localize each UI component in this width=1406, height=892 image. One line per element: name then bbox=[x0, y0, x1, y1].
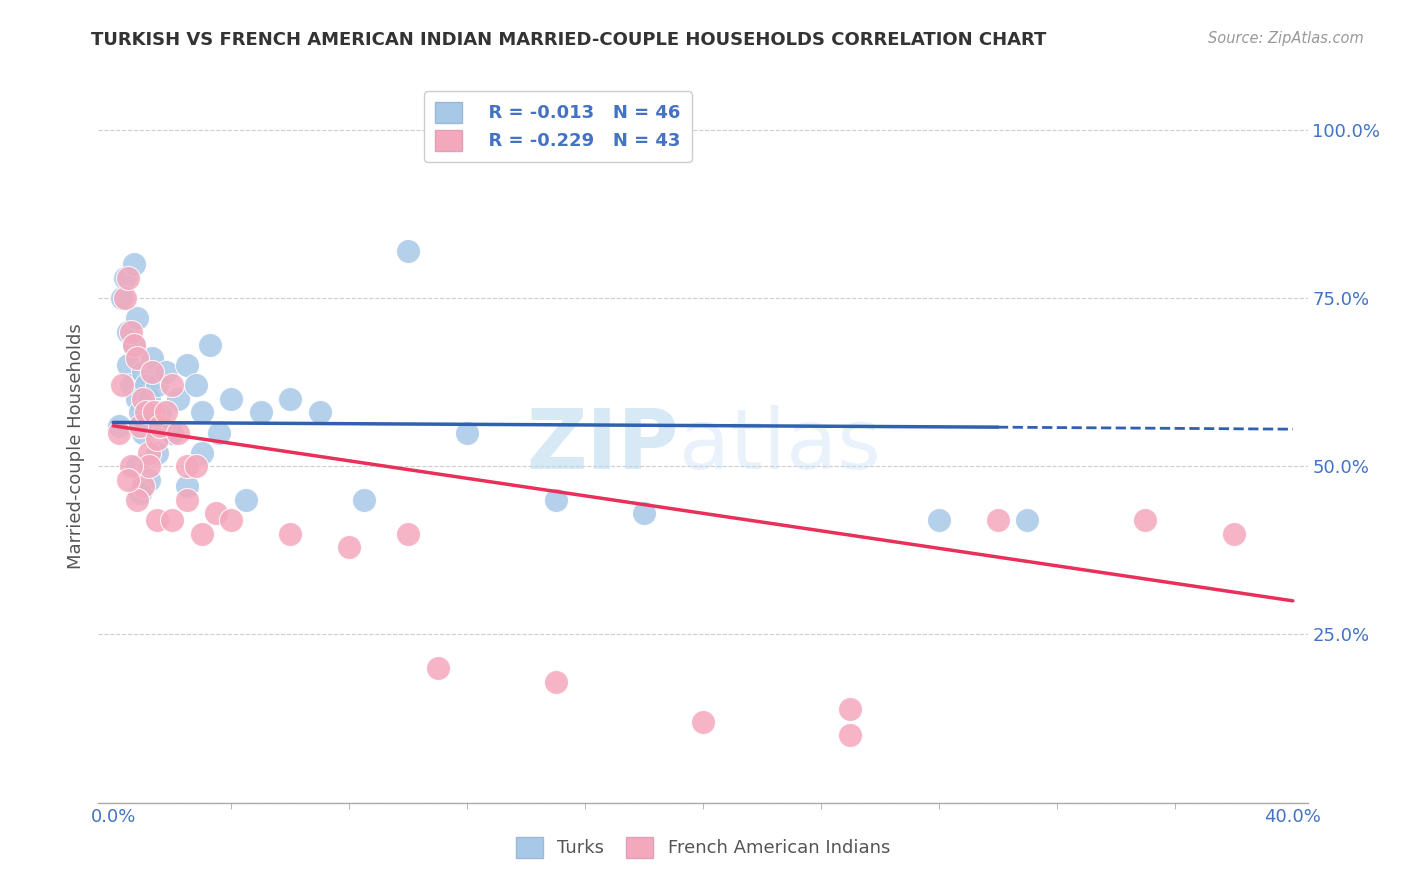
Point bbox=[111, 291, 134, 305]
Point bbox=[120, 325, 142, 339]
Point bbox=[219, 513, 242, 527]
Point bbox=[141, 351, 163, 366]
Point bbox=[456, 425, 478, 440]
Point bbox=[1017, 513, 1039, 527]
Point bbox=[143, 405, 166, 419]
Point bbox=[205, 506, 228, 520]
Point bbox=[176, 459, 198, 474]
Point bbox=[176, 479, 198, 493]
Point bbox=[146, 446, 169, 460]
Point bbox=[120, 378, 142, 392]
Point bbox=[160, 513, 183, 527]
Point bbox=[138, 392, 160, 406]
Point bbox=[208, 425, 231, 440]
Point bbox=[131, 425, 153, 440]
Point bbox=[1135, 513, 1157, 527]
Point bbox=[190, 446, 212, 460]
Point bbox=[184, 459, 207, 474]
Text: ZIP: ZIP bbox=[526, 406, 679, 486]
Point bbox=[125, 492, 148, 507]
Point bbox=[235, 492, 257, 507]
Point bbox=[149, 405, 172, 419]
Point bbox=[149, 418, 172, 433]
Point bbox=[146, 432, 169, 446]
Point bbox=[544, 674, 567, 689]
Point bbox=[155, 365, 177, 379]
Point bbox=[633, 506, 655, 520]
Point bbox=[111, 378, 134, 392]
Point bbox=[114, 291, 136, 305]
Point bbox=[135, 378, 157, 392]
Point bbox=[160, 425, 183, 440]
Point bbox=[146, 513, 169, 527]
Point bbox=[146, 378, 169, 392]
Point bbox=[987, 513, 1010, 527]
Text: TURKISH VS FRENCH AMERICAN INDIAN MARRIED-COUPLE HOUSEHOLDS CORRELATION CHART: TURKISH VS FRENCH AMERICAN INDIAN MARRIE… bbox=[91, 31, 1046, 49]
Point bbox=[249, 405, 271, 419]
Point bbox=[184, 378, 207, 392]
Y-axis label: Married-couple Households: Married-couple Households bbox=[66, 323, 84, 569]
Point bbox=[125, 392, 148, 406]
Point bbox=[176, 358, 198, 372]
Point bbox=[117, 473, 139, 487]
Point bbox=[117, 325, 139, 339]
Point bbox=[117, 270, 139, 285]
Point bbox=[219, 392, 242, 406]
Point bbox=[138, 446, 160, 460]
Point bbox=[138, 459, 160, 474]
Point bbox=[108, 418, 131, 433]
Point bbox=[190, 405, 212, 419]
Point bbox=[138, 473, 160, 487]
Point bbox=[353, 492, 375, 507]
Point bbox=[928, 513, 950, 527]
Point bbox=[278, 392, 301, 406]
Point bbox=[122, 257, 145, 271]
Point bbox=[1223, 526, 1246, 541]
Point bbox=[155, 405, 177, 419]
Point bbox=[167, 392, 190, 406]
Point bbox=[114, 270, 136, 285]
Point bbox=[131, 479, 153, 493]
Point bbox=[143, 418, 166, 433]
Point bbox=[128, 405, 150, 419]
Point bbox=[131, 365, 153, 379]
Point bbox=[131, 392, 153, 406]
Point bbox=[125, 459, 148, 474]
Point bbox=[128, 418, 150, 433]
Point bbox=[141, 365, 163, 379]
Point bbox=[122, 338, 145, 352]
Point bbox=[308, 405, 330, 419]
Point bbox=[200, 338, 222, 352]
Point bbox=[426, 661, 449, 675]
Point bbox=[120, 459, 142, 474]
Text: atlas: atlas bbox=[679, 406, 880, 486]
Point bbox=[108, 425, 131, 440]
Point bbox=[839, 729, 862, 743]
Point bbox=[160, 378, 183, 392]
Point bbox=[692, 714, 714, 729]
Point bbox=[125, 311, 148, 326]
Point bbox=[544, 492, 567, 507]
Point bbox=[337, 540, 360, 554]
Point bbox=[160, 425, 183, 440]
Point bbox=[176, 492, 198, 507]
Text: Source: ZipAtlas.com: Source: ZipAtlas.com bbox=[1208, 31, 1364, 46]
Legend: Turks, French American Indians: Turks, French American Indians bbox=[509, 830, 897, 865]
Point bbox=[396, 244, 419, 258]
Point bbox=[125, 351, 148, 366]
Point bbox=[167, 425, 190, 440]
Point bbox=[135, 405, 157, 419]
Point bbox=[128, 486, 150, 500]
Point bbox=[839, 701, 862, 715]
Point bbox=[278, 526, 301, 541]
Point bbox=[190, 526, 212, 541]
Point bbox=[122, 338, 145, 352]
Point bbox=[117, 358, 139, 372]
Point bbox=[396, 526, 419, 541]
